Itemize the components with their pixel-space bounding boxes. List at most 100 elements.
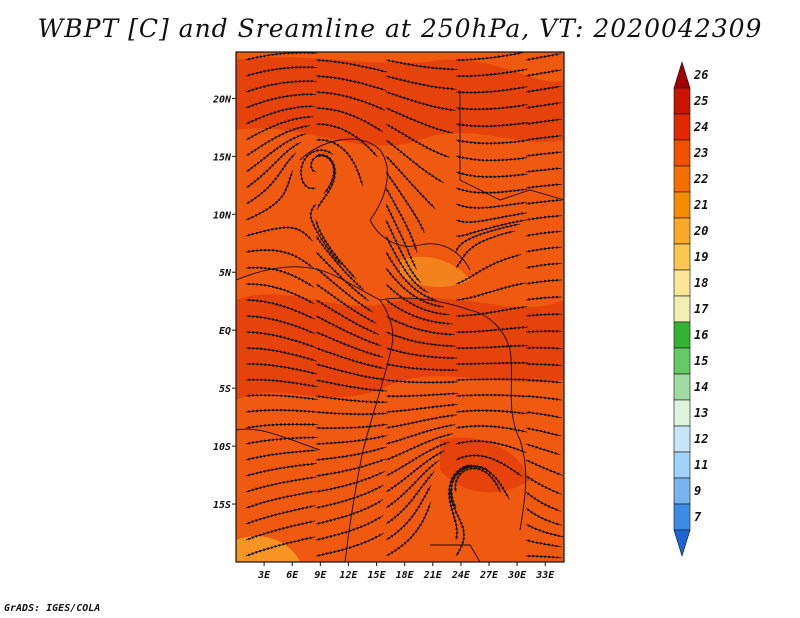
colorbar-segment	[673, 165, 691, 193]
lat-tick-label: 10S	[213, 442, 231, 453]
streamline	[299, 148, 334, 190]
border-line	[344, 344, 393, 562]
streamline	[455, 393, 528, 398]
colorbar-segment	[673, 399, 691, 427]
streamline	[316, 423, 388, 430]
streamline	[456, 361, 528, 366]
colorbar-segment	[673, 217, 691, 245]
streamline	[315, 532, 384, 557]
streamline	[385, 502, 432, 557]
country-borders	[236, 90, 564, 562]
streamline	[455, 344, 528, 350]
colorbar-label: 13	[694, 406, 708, 420]
streamline	[455, 68, 528, 78]
streamline	[385, 59, 458, 71]
streamline	[315, 446, 387, 462]
map-frame	[235, 51, 565, 563]
streamline	[525, 69, 562, 77]
streamline	[525, 262, 562, 269]
streamline	[245, 408, 318, 414]
streamline	[525, 475, 562, 495]
lon-tick-label: 30E	[507, 570, 527, 581]
streamline	[525, 230, 562, 237]
streamline	[455, 377, 529, 382]
streamline	[455, 201, 528, 210]
streamline	[525, 167, 562, 174]
border-line	[459, 90, 564, 201]
colorbar-segment	[673, 243, 691, 271]
streamline	[245, 248, 314, 269]
streamline	[315, 90, 386, 111]
streamline	[455, 86, 528, 94]
colorbar-label: 22	[693, 172, 708, 186]
streamline	[525, 183, 562, 190]
streamline	[245, 520, 316, 541]
streamline	[525, 53, 562, 61]
border-line	[236, 266, 394, 346]
streamline	[525, 346, 563, 350]
streamline	[315, 138, 364, 187]
colorbar-label: 25	[693, 94, 708, 108]
streamline	[245, 92, 317, 109]
streamline	[245, 505, 316, 525]
colorbar-label: 18	[694, 276, 708, 290]
streamline	[245, 298, 315, 320]
streamline	[455, 439, 527, 453]
streamline	[526, 554, 562, 559]
colorbar-label: 26	[693, 68, 708, 82]
streamline	[455, 254, 522, 285]
streamline	[315, 379, 388, 392]
streamline	[525, 278, 562, 285]
colorbar-segment	[673, 347, 691, 375]
streamline	[385, 403, 458, 414]
streamline	[525, 427, 562, 437]
latitude-axis: 20N 15N 10N 5N EQ 5S 10S 15S	[212, 94, 236, 511]
streamline	[245, 378, 318, 388]
streamline	[449, 488, 466, 557]
colorbar-segment	[673, 373, 691, 401]
colorbar-segment	[673, 139, 691, 167]
streamline	[525, 378, 562, 384]
streamline	[245, 393, 318, 401]
border-line	[379, 297, 511, 351]
streamline	[525, 151, 562, 158]
streamline	[246, 362, 318, 375]
streamline	[525, 134, 562, 142]
streamline	[315, 122, 378, 158]
streamline	[315, 394, 388, 404]
lon-tick-label: 18E	[396, 570, 415, 581]
streamlines	[245, 52, 564, 559]
lon-tick-label: 3E	[257, 570, 271, 581]
streamline	[455, 187, 528, 195]
chart-title: WBPT [C] and Sreamline at 250hPa, VT: 20…	[37, 14, 763, 43]
lat-tick-label: 10N	[213, 210, 232, 221]
streamline	[245, 536, 316, 557]
colorbar-label: 12	[694, 432, 708, 446]
colorbar-label: 16	[694, 328, 708, 342]
colorbar-label: 11	[694, 458, 708, 472]
border-line	[299, 138, 388, 221]
streamline	[245, 314, 316, 335]
streamline	[245, 65, 318, 77]
streamline	[455, 155, 528, 162]
streamline	[525, 246, 562, 253]
streamline	[245, 266, 314, 288]
streamline	[455, 282, 526, 302]
colorbar-label: 24	[693, 120, 708, 134]
lat-tick-label: 20N	[212, 94, 232, 105]
streamline	[455, 409, 528, 415]
colorbar-label: 21	[693, 198, 708, 212]
streamline	[525, 214, 562, 221]
colorbar-segment	[673, 503, 691, 531]
streamline	[525, 539, 562, 548]
streamline	[525, 85, 562, 94]
streamline	[525, 312, 562, 318]
colorbar-label: 20	[693, 224, 708, 238]
streamline	[525, 295, 562, 302]
colorbar-label: 7	[694, 510, 702, 524]
streamline	[455, 306, 528, 318]
streamline	[385, 75, 457, 91]
colorbar-cap-top	[673, 60, 691, 89]
streamline	[385, 347, 458, 360]
